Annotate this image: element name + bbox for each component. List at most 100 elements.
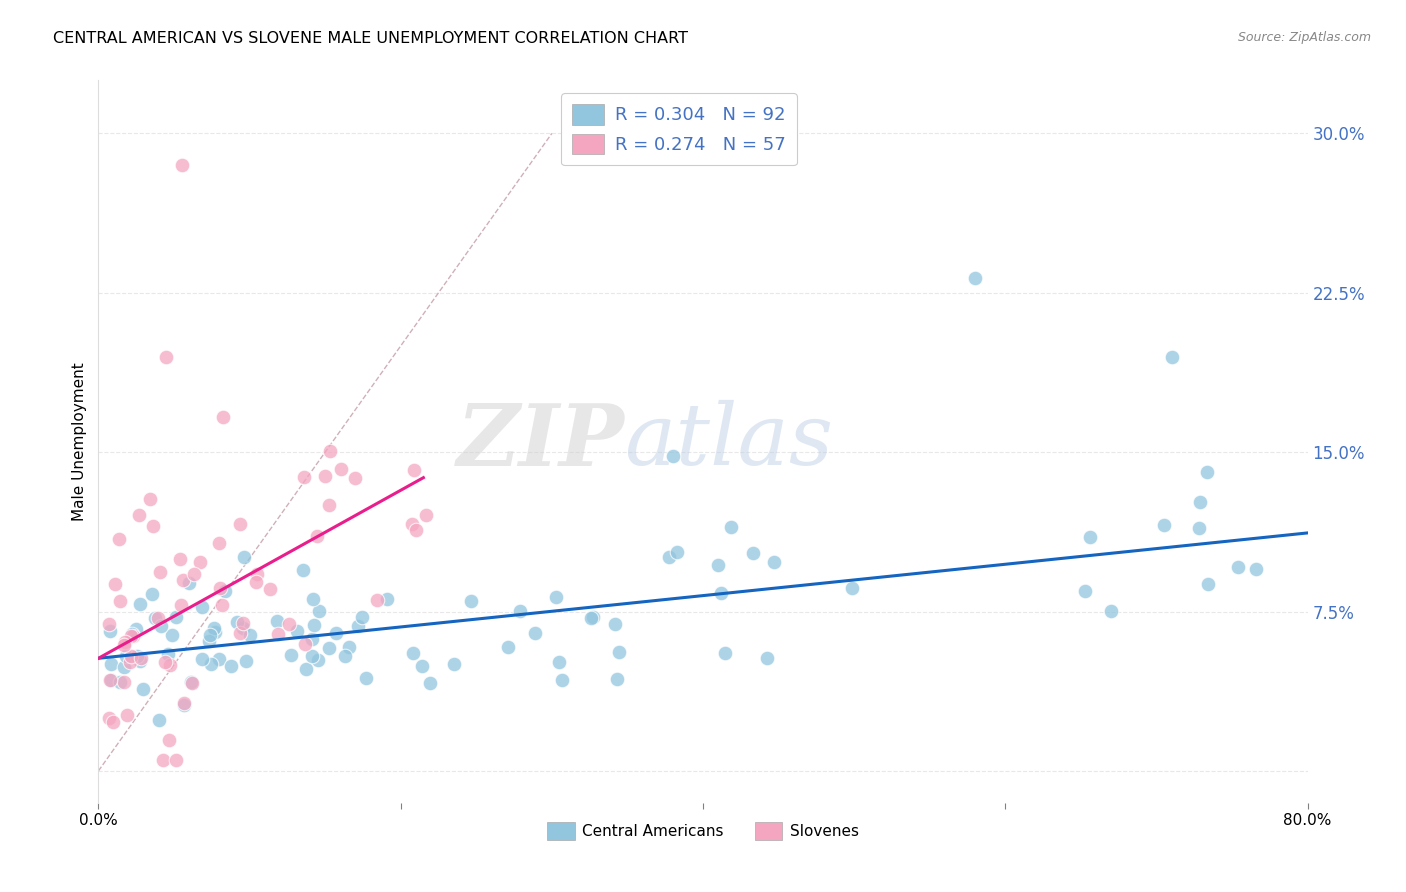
Point xyxy=(277,616,299,631)
Point xyxy=(112,674,135,689)
Point xyxy=(211,409,233,424)
Point xyxy=(841,581,863,595)
Point xyxy=(125,649,148,664)
Legend: Central Americans, Slovenes: Central Americans, Slovenes xyxy=(541,816,865,846)
Point xyxy=(233,549,256,564)
Point xyxy=(460,593,482,607)
Point xyxy=(148,713,170,727)
Text: ZIP: ZIP xyxy=(457,400,624,483)
Point xyxy=(112,660,135,674)
Point xyxy=(180,674,202,689)
Point xyxy=(108,532,131,546)
Point xyxy=(661,450,683,464)
Point xyxy=(375,591,398,606)
Point xyxy=(1227,559,1250,574)
Point xyxy=(1078,530,1101,544)
Point xyxy=(235,654,257,668)
Point xyxy=(188,555,211,569)
Y-axis label: Male Unemployment: Male Unemployment xyxy=(72,362,87,521)
Point xyxy=(335,649,357,664)
Point xyxy=(228,626,250,640)
Point xyxy=(266,614,288,628)
Point xyxy=(544,590,567,604)
Point xyxy=(179,576,201,591)
Point xyxy=(405,523,427,537)
Point xyxy=(200,657,222,672)
Point xyxy=(148,611,170,625)
Point xyxy=(232,621,254,635)
Point xyxy=(97,616,120,631)
Point xyxy=(118,655,141,669)
Point xyxy=(129,655,152,669)
Point xyxy=(115,708,138,723)
Point xyxy=(308,604,330,618)
Point xyxy=(1099,603,1122,617)
Point xyxy=(301,632,323,646)
Point xyxy=(1197,577,1219,591)
Point xyxy=(1188,521,1211,535)
Point xyxy=(165,610,187,624)
Point xyxy=(550,673,572,688)
Point xyxy=(280,648,302,662)
Point xyxy=(170,158,193,172)
Point xyxy=(411,659,433,673)
Point xyxy=(302,592,325,607)
Point xyxy=(404,463,426,477)
Point xyxy=(246,567,269,582)
Point xyxy=(173,696,195,710)
Point xyxy=(763,555,786,569)
Text: Source: ZipAtlas.com: Source: ZipAtlas.com xyxy=(1237,31,1371,45)
Point xyxy=(214,583,236,598)
Point xyxy=(232,616,254,631)
Point xyxy=(100,624,122,639)
Point xyxy=(155,350,177,364)
Point xyxy=(325,625,347,640)
Point xyxy=(419,675,441,690)
Point xyxy=(162,628,184,642)
Point xyxy=(159,658,181,673)
Point xyxy=(131,651,153,665)
Point xyxy=(305,529,328,543)
Point xyxy=(142,519,165,533)
Point xyxy=(183,566,205,581)
Point xyxy=(1074,584,1097,599)
Point xyxy=(291,563,314,577)
Point xyxy=(149,565,172,579)
Point xyxy=(294,637,316,651)
Point xyxy=(267,627,290,641)
Point xyxy=(741,546,763,560)
Point xyxy=(208,652,231,666)
Point xyxy=(153,655,176,669)
Point xyxy=(141,587,163,601)
Point xyxy=(190,600,212,615)
Point xyxy=(603,617,626,632)
Point xyxy=(547,655,569,669)
Point xyxy=(128,508,150,523)
Point xyxy=(120,629,142,643)
Point xyxy=(307,653,329,667)
Point xyxy=(366,592,388,607)
Point xyxy=(172,573,194,587)
Point xyxy=(239,627,262,641)
Point xyxy=(170,598,193,612)
Point xyxy=(98,711,121,725)
Point xyxy=(204,624,226,639)
Point xyxy=(344,471,367,485)
Point xyxy=(720,520,742,534)
Point xyxy=(259,582,281,596)
Point xyxy=(443,657,465,672)
Point xyxy=(125,623,148,637)
Point xyxy=(756,650,779,665)
Point xyxy=(496,640,519,655)
Point xyxy=(120,648,142,663)
Point xyxy=(658,550,681,565)
Point xyxy=(301,648,323,663)
Point xyxy=(314,468,336,483)
Point xyxy=(112,638,135,652)
Point xyxy=(198,628,221,642)
Point xyxy=(1189,494,1212,508)
Point xyxy=(169,552,191,566)
Point xyxy=(139,492,162,507)
Point xyxy=(337,640,360,655)
Point xyxy=(211,598,233,612)
